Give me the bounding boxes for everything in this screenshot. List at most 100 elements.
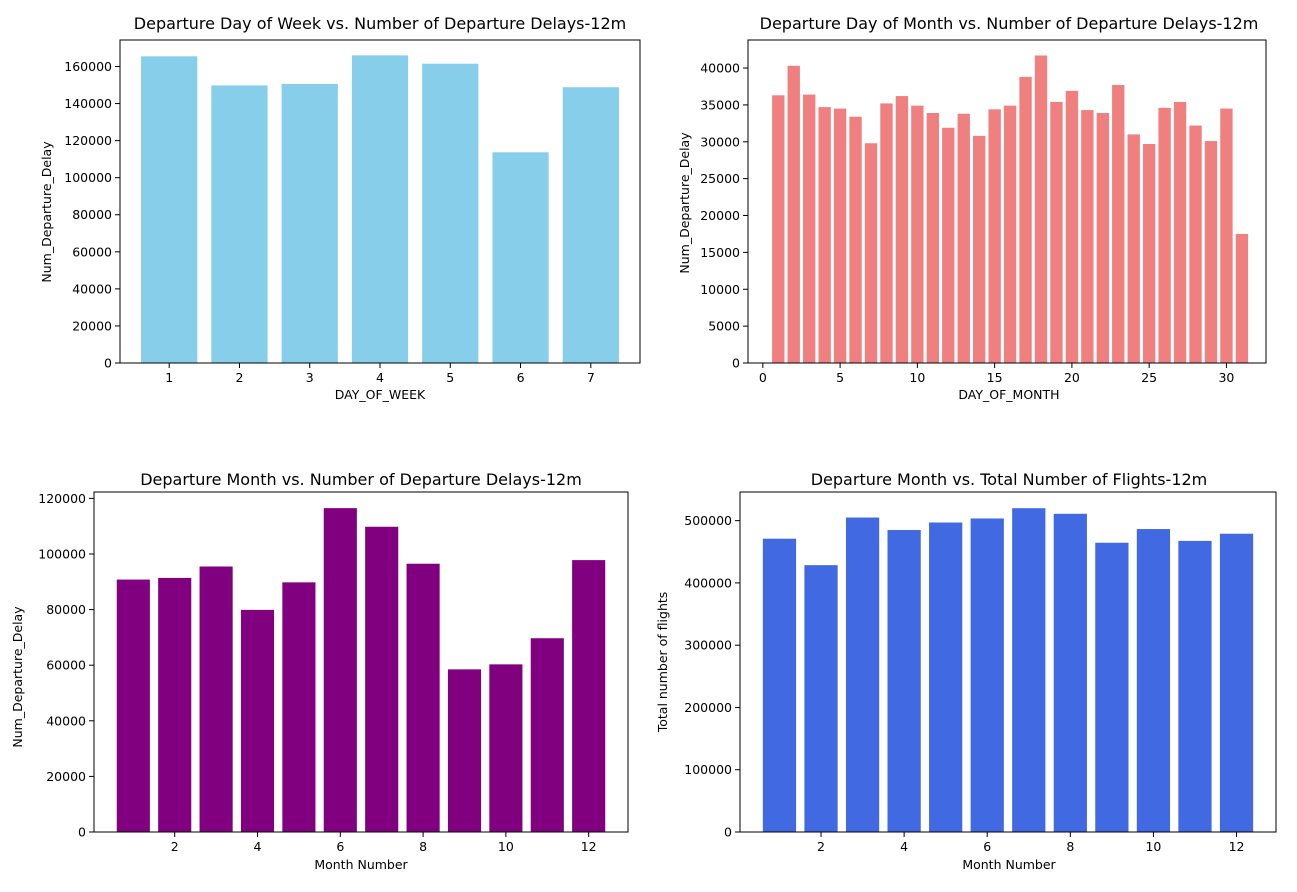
bar-19 <box>1050 101 1063 364</box>
bar-2 <box>158 577 192 832</box>
bar-11 <box>530 638 564 832</box>
bar-9 <box>1095 542 1129 832</box>
x-tick-label: 10 <box>498 839 514 854</box>
bar-8 <box>880 103 893 363</box>
chart-title: Departure Month vs. Total Number of Flig… <box>811 470 1208 489</box>
bar-7 <box>562 87 619 363</box>
bar-6 <box>492 152 549 363</box>
bar-29 <box>1204 141 1218 363</box>
bar-26 <box>1158 107 1171 363</box>
y-axis-label: Num_Departure_Delay <box>10 606 25 748</box>
y-tick-label: 400000 <box>684 575 732 590</box>
bar-6 <box>970 518 1004 832</box>
y-tick-label: 10000 <box>700 282 740 297</box>
y-ticks: 0 100000 200000 300000 400000 500000 <box>684 513 740 840</box>
y-tick-label: 20000 <box>700 208 740 223</box>
y-tick-label: 100000 <box>38 546 86 561</box>
y-tick-label: 0 <box>732 356 740 371</box>
bar-8 <box>406 563 440 832</box>
x-axis-label: Month Number <box>314 857 408 872</box>
x-tick-label: 4 <box>254 839 262 854</box>
y-tick-label: 100000 <box>684 762 732 777</box>
x-axis-label: DAY_OF_WEEK <box>335 387 426 402</box>
bar-16 <box>1003 105 1017 364</box>
x-tick-label: 2 <box>817 839 825 854</box>
bar-2 <box>804 565 838 832</box>
x-tick-label: 10 <box>909 370 925 385</box>
chart-month-delays: Departure Month vs. Number of Departure … <box>10 470 629 872</box>
chart-title: Departure Day of Month vs. Number of Dep… <box>760 14 1259 33</box>
bar-7 <box>864 143 878 363</box>
bar-4 <box>887 529 921 832</box>
y-tick-label: 35000 <box>700 97 740 112</box>
y-tick-label: 30000 <box>700 134 740 149</box>
bar-6 <box>323 508 357 832</box>
y-axis-label: Num_Departure_Delay <box>677 132 692 274</box>
x-tick-label: 4 <box>900 839 908 854</box>
chart-day-of-week: Departure Day of Week vs. Number of Depa… <box>39 14 641 402</box>
x-tick-label: 1 <box>165 370 173 385</box>
bar-2 <box>787 65 800 364</box>
bar-11 <box>926 113 940 363</box>
bars <box>141 55 619 364</box>
x-tick-label: 2 <box>171 839 179 854</box>
x-tick-label: 8 <box>1066 839 1074 854</box>
x-tick-label: 12 <box>581 839 597 854</box>
x-tick-label: 10 <box>1145 839 1161 854</box>
x-axis-label: DAY_OF_MONTH <box>958 387 1059 402</box>
plot-frame <box>119 39 641 364</box>
y-tick-label: 140000 <box>64 96 112 111</box>
bar-1 <box>116 579 150 832</box>
bar-31 <box>1235 233 1249 363</box>
y-ticks: 0 5000 10000 15000 20000 25000 30000 35000 40000 <box>700 61 748 371</box>
chart-month-flights: Departure Month vs. Total Number of Flig… <box>655 470 1277 872</box>
y-axis-label: Total number of flights <box>655 592 670 734</box>
bar-12 <box>1219 533 1254 832</box>
bar-22 <box>1096 113 1109 363</box>
bar-7 <box>365 526 399 832</box>
plot-frame <box>739 491 1277 833</box>
x-tick-label: 3 <box>306 370 314 385</box>
x-tick-label: 20 <box>1064 370 1080 385</box>
bar-25 <box>1142 143 1156 363</box>
x-tick-label: 6 <box>336 839 344 854</box>
x-ticks: 2 4 6 8 10 12 <box>171 832 597 854</box>
y-tick-label: 0 <box>78 825 86 840</box>
bar-15 <box>988 109 1001 363</box>
bar-21 <box>1081 110 1094 364</box>
bar-13 <box>957 113 970 363</box>
bar-1 <box>141 56 198 363</box>
y-tick-label: 200000 <box>684 700 732 715</box>
bar-10 <box>911 105 924 364</box>
y-tick-label: 25000 <box>700 171 740 186</box>
bar-6 <box>849 116 862 363</box>
x-ticks: 1 2 3 4 5 6 7 <box>165 363 595 385</box>
x-axis-label: Month Number <box>962 857 1056 872</box>
bar-23 <box>1112 84 1125 364</box>
y-tick-label: 120000 <box>38 491 86 506</box>
y-tick-label: 0 <box>104 356 112 371</box>
bar-9 <box>447 669 482 832</box>
y-tick-label: 20000 <box>46 769 86 784</box>
bar-3 <box>803 94 816 364</box>
bar-5 <box>929 522 963 832</box>
y-ticks: 0 20000 40000 60000 80000 100000 120000 140000 1… <box>64 59 120 371</box>
bar-3 <box>281 83 338 364</box>
x-tick-label: 7 <box>587 370 595 385</box>
y-tick-label: 5000 <box>708 319 740 334</box>
bar-28 <box>1189 125 1202 363</box>
y-tick-label: 40000 <box>72 281 112 296</box>
chart-day-of-month: Departure Day of Month vs. Number of Dep… <box>677 14 1267 402</box>
y-tick-label: 0 <box>724 825 732 840</box>
x-tick-label: 25 <box>1141 370 1157 385</box>
bars <box>116 508 606 832</box>
bar-7 <box>1012 508 1046 832</box>
bar-30 <box>1220 108 1233 364</box>
bar-17 <box>1019 76 1032 364</box>
bar-9 <box>895 96 909 364</box>
bar-18 <box>1034 55 1048 364</box>
bar-14 <box>973 135 986 363</box>
bar-12 <box>572 560 606 832</box>
bars <box>762 508 1254 832</box>
